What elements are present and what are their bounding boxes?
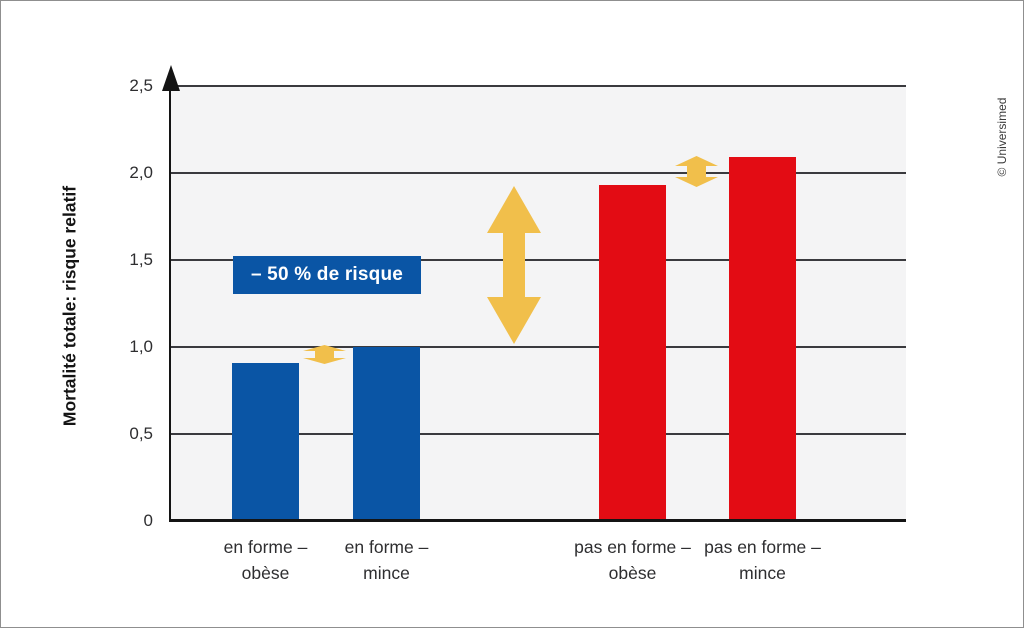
y-tick-label: 0: [143, 511, 153, 530]
risk-reduction-annotation: – 50 % de risque: [233, 256, 421, 294]
gridline-2,0: [171, 172, 906, 174]
risk-reduction-annotation-label: – 50 % de risque: [250, 264, 404, 285]
small-double-arrow-fit-icon: [303, 345, 346, 364]
bar-pas-en-forme-mince: [729, 157, 796, 521]
gridline-0,5: [171, 433, 906, 435]
bar-en-forme-mince: [353, 347, 420, 521]
bar-pas-en-forme-ob-se: [599, 185, 666, 521]
y-axis-title: Mortalité totale: risque relatif: [59, 185, 80, 427]
y-axis-line: [169, 73, 171, 521]
x-category-label: pas en forme – obèse: [574, 537, 691, 583]
y-tick-label: 1,0: [129, 337, 153, 356]
y-tick-label: 1,5: [129, 250, 153, 269]
x-category-label: pas en forme – mince: [704, 537, 821, 583]
y-tick-label: 0,5: [129, 424, 153, 443]
y-axis-arrowhead-icon: [162, 65, 180, 91]
gridline-1,0: [171, 346, 906, 348]
x-category-label: en forme – mince: [344, 537, 429, 583]
small-double-arrow-unfit-icon: [675, 156, 718, 187]
publisher-credit: © Universimed: [995, 97, 1009, 177]
x-category-label: en forme – obèse: [223, 537, 308, 583]
large-double-arrow-icon: [487, 186, 541, 344]
gridline-1,5: [171, 259, 906, 261]
y-tick-label: 2,0: [129, 163, 153, 182]
y-tick-label: 2,5: [129, 76, 153, 95]
gridline-2,5: [171, 85, 906, 87]
bar-en-forme-ob-se: [232, 362, 299, 521]
x-axis-line: [169, 519, 906, 522]
